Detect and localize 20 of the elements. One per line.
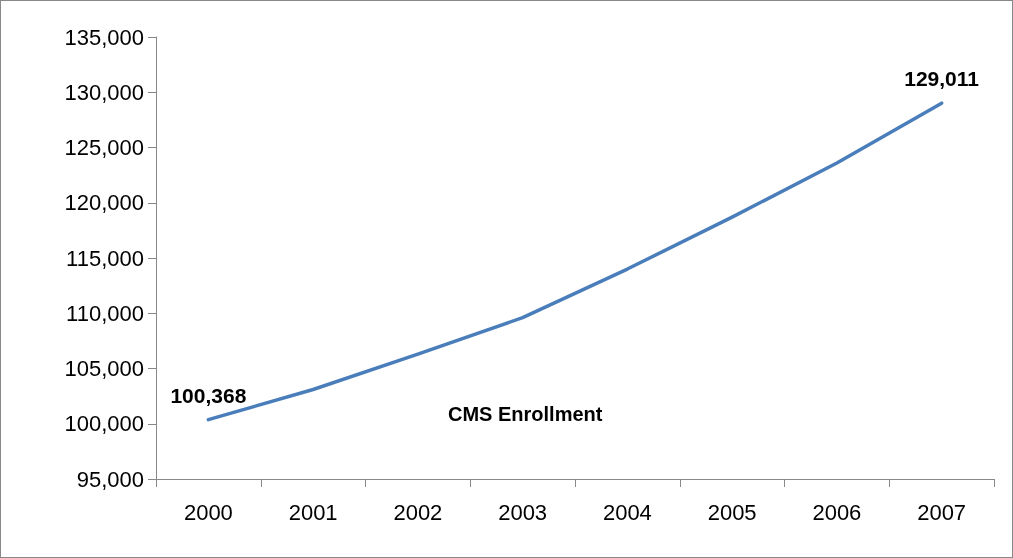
y-tick-label: 125,000 [64,135,144,160]
y-tick-label: 130,000 [64,79,144,105]
y-tick-label: 105,000 [64,356,144,381]
data-label: 100,368 [170,383,247,407]
x-tick-label: 2003 [498,499,548,525]
x-tick-label: 2002 [393,499,443,525]
x-tick-label: 2006 [812,499,862,525]
x-tick-label: 2005 [707,499,757,525]
data-label: 129,011 [904,67,980,91]
x-tick-label: 2001 [288,499,338,525]
y-tick-label: 135,000 [64,24,144,50]
y-tick-label: 115,000 [66,245,144,271]
y-tick-label: 95,000 [76,466,144,492]
text: CMS Enrollment [448,403,603,425]
x-tick-label: 2004 [602,499,652,525]
y-tick-label: 100,000 [64,411,144,437]
y-tick-label: 110,000 [66,300,144,326]
x-tick-label: 2007 [917,499,967,525]
x-tick-label: 2000 [183,499,233,525]
y-tick-label: 120,000 [64,190,144,216]
